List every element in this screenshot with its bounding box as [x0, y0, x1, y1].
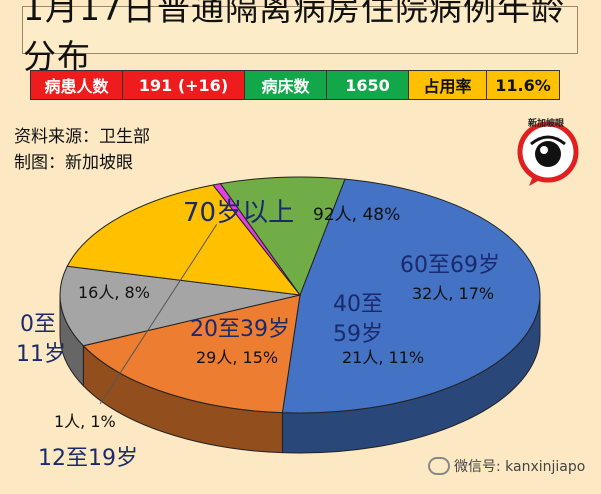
pie-slice-3: [66, 184, 302, 296]
label-age60: 60至69岁: [400, 253, 500, 278]
data-label-age70: 92人, 48%: [313, 205, 401, 225]
source-line: 资料来源：卫生部: [14, 127, 150, 147]
pie-slices: [59, 176, 541, 414]
label-age20: 20至39岁: [190, 317, 290, 342]
leader-line-age12: [99, 224, 218, 405]
beds-value: 1650: [327, 71, 409, 99]
pie-slice-0: [281, 178, 541, 414]
eye-logo-icon: [517, 121, 579, 186]
data-label-age40: 21人, 11%: [342, 348, 425, 367]
watermark-text: 微信号: kanxinjiapo: [454, 459, 586, 475]
logo-text: 新加坡眼: [528, 119, 565, 129]
stats-bar: 病患人数 191 (+16) 病床数 1650 占用率 11.6%: [30, 70, 560, 100]
label-age70: 70岁以上: [183, 198, 295, 228]
pie-slice-1: [82, 294, 301, 414]
label-age12: 12至19岁: [38, 446, 138, 471]
data-label-age60: 32人, 17%: [412, 284, 495, 303]
occupancy-label: 占用率: [409, 71, 487, 99]
label-age40a: 40至: [333, 292, 383, 317]
occupancy-value: 11.6%: [487, 71, 559, 99]
beds-label: 病床数: [245, 71, 327, 99]
wechat-icon: [428, 457, 450, 475]
patients-value: 191 (+16): [123, 71, 245, 99]
source-note: 资料来源：卫生部 制图：新加坡眼: [14, 124, 150, 176]
data-label-age0: 16人, 8%: [78, 283, 150, 302]
data-label-age12: 1人, 1%: [54, 412, 116, 431]
patients-label: 病患人数: [31, 71, 123, 99]
label-age0a: 0至: [20, 312, 56, 337]
label-age0b: 11岁: [16, 342, 66, 367]
label-age40b: 59岁: [333, 322, 383, 347]
credit-line: 制图：新加坡眼: [14, 153, 133, 173]
data-label-age20: 29人, 15%: [196, 348, 279, 367]
watermark: 微信号: kanxinjiapo: [428, 456, 585, 476]
pie-slice-2: [59, 265, 301, 347]
pie-slice-5: [219, 176, 346, 297]
